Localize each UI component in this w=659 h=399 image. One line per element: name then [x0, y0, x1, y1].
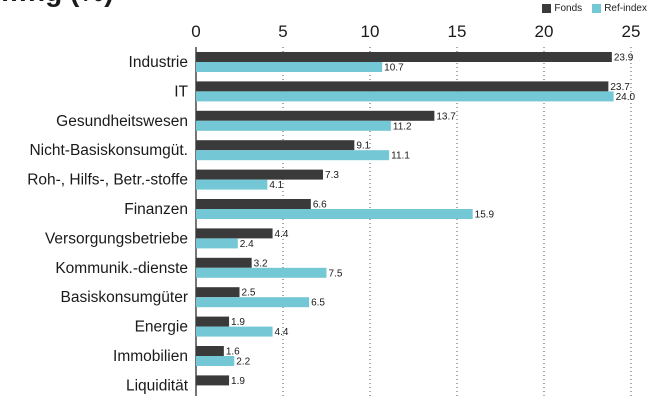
value-label: 1.9 [231, 376, 245, 387]
bar-fonds [196, 287, 240, 298]
x-tick-label: 15 [448, 22, 467, 41]
legend-swatch-ref-index [592, 4, 602, 13]
bar-fonds [196, 257, 252, 268]
value-label: 1.6 [226, 347, 240, 358]
bar-fonds [196, 52, 612, 62]
bar-fonds [196, 169, 324, 180]
bar-ref-index [196, 62, 383, 72]
category-label: Finanzen [124, 201, 188, 218]
value-label: 7.5 [329, 268, 343, 279]
bar-fonds [196, 375, 230, 386]
legend: Fonds Ref-index [542, 3, 647, 14]
category-label: Versorgungsbetriebe [45, 230, 188, 247]
bar-ref-index [196, 179, 268, 190]
value-label: 4.1 [269, 180, 283, 191]
bar-ref-index [196, 91, 614, 102]
value-label: 10.7 [384, 63, 404, 74]
bar-ref-index [196, 297, 310, 308]
bar-fonds [196, 110, 435, 121]
x-tick-label: 25 [622, 22, 641, 41]
category-label: Kommunik.-dienste [55, 260, 188, 277]
bar-fonds [196, 81, 609, 92]
category-label: Gesundheitswesen [56, 113, 188, 130]
value-label: 24.0 [616, 92, 636, 103]
bar-fonds [196, 199, 311, 209]
value-label: 2.5 [242, 288, 256, 299]
bar-ref-index [196, 209, 473, 219]
legend-swatch-fonds [542, 4, 552, 13]
bar-ref-index [196, 267, 327, 278]
value-label: 7.3 [325, 170, 339, 181]
legend-label-ref-index: Ref-index [604, 3, 647, 14]
bar-fonds [196, 316, 230, 327]
category-label: Industrie [129, 54, 188, 71]
value-label: 15.9 [475, 210, 495, 221]
value-label: 6.6 [313, 200, 327, 211]
value-label: 3.2 [254, 258, 268, 269]
value-label: 9.1 [356, 141, 370, 152]
bar-fonds [196, 140, 355, 151]
value-label: 11.1 [391, 151, 410, 162]
value-label: 23.9 [614, 53, 634, 64]
legend-label-fonds: Fonds [554, 3, 583, 14]
bar-fonds [196, 346, 224, 356]
value-label: 6.5 [311, 298, 325, 309]
bar-ref-index [196, 356, 235, 366]
legend-item-ref-index: Ref-index [592, 3, 647, 14]
value-label: 13.7 [436, 111, 456, 122]
bar-ref-index [196, 238, 238, 249]
value-label: 2.2 [236, 357, 250, 368]
category-label: Nicht-Basiskonsumgüt. [29, 142, 188, 159]
bar-ref-index [196, 120, 391, 131]
value-label: 4.4 [275, 327, 289, 338]
chart-title: …ng (%) [0, 0, 114, 8]
bar-ref-index [196, 150, 390, 161]
x-tick-label: 10 [361, 22, 380, 41]
value-label: 11.2 [393, 121, 412, 132]
category-label: Roh-, Hilfs-, Betr.-stoffe [27, 172, 188, 189]
bar-ref-index [196, 326, 273, 337]
value-label: 4.4 [275, 229, 289, 240]
legend-item-fonds: Fonds [542, 3, 582, 14]
category-label: Liquidität [126, 377, 189, 394]
category-label: Basiskonsumgüter [60, 289, 188, 306]
x-tick-label: 20 [535, 22, 554, 41]
value-label: 2.4 [240, 239, 254, 250]
category-label: IT [174, 83, 188, 100]
value-label: 1.9 [231, 317, 245, 328]
category-label: Immobilien [113, 348, 188, 365]
category-label: Energie [135, 319, 188, 336]
bar-fonds [196, 228, 273, 239]
x-tick-label: 0 [191, 22, 200, 41]
value-label: 23.7 [610, 82, 630, 93]
x-tick-label: 5 [278, 22, 287, 41]
